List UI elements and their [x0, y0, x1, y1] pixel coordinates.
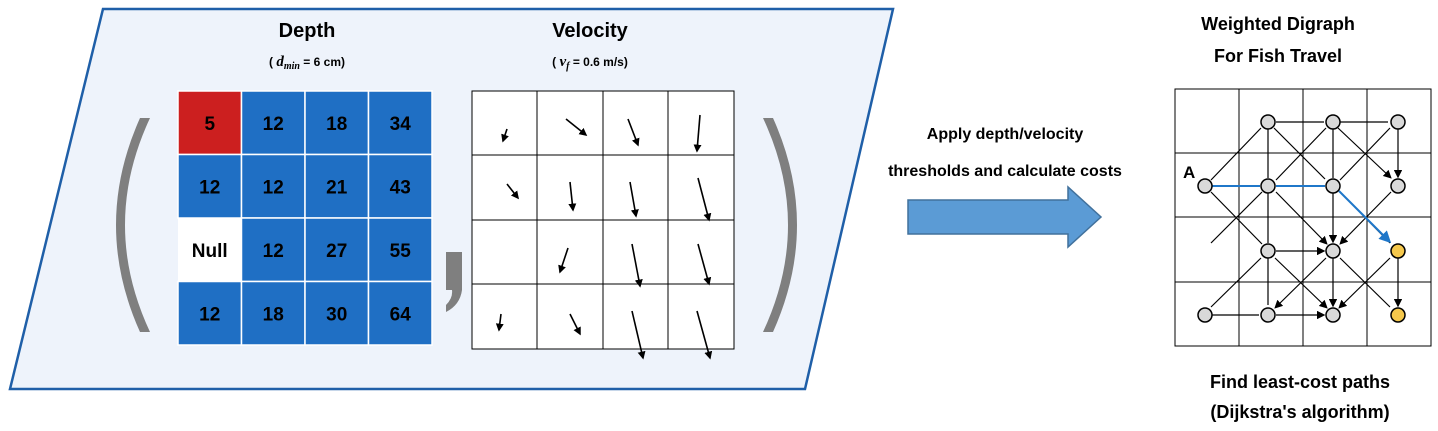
depth-cell-value: 18: [263, 304, 284, 325]
velocity-vector: [697, 177, 712, 222]
velocity-constraint-subscript: f: [566, 61, 571, 72]
velocity-title: Velocity: [552, 20, 628, 42]
velocity-vector: [569, 313, 581, 336]
graph-node: [1260, 114, 1276, 130]
depth-cell-value: Null: [192, 241, 228, 262]
velocity-constraint: ( vf = 0.6 m/s): [552, 54, 628, 72]
digraph-title-line1: Weighted Digraph: [1201, 14, 1355, 34]
digraph-edge: [1210, 191, 1263, 244]
depth-cell-value: 55: [390, 241, 412, 262]
depth-cell-value: 34: [390, 114, 412, 135]
graph-node: [1390, 178, 1406, 194]
transform-label-line1: Apply depth/velocity: [927, 126, 1084, 143]
velocity-constraint-symbol: v: [559, 54, 566, 70]
depth-cell-value: 12: [263, 177, 284, 198]
depth-cell: [240, 280, 306, 346]
digraph-grid: [1174, 88, 1432, 347]
depth-cell: [240, 217, 306, 283]
digraph-nodes: [1197, 114, 1406, 323]
graph-node: [1390, 114, 1406, 130]
digraph-edge: [1275, 127, 1327, 181]
depth-cell-value: 12: [199, 304, 220, 325]
depth-cell-value: 64: [390, 304, 412, 325]
depth-cell: [367, 153, 433, 219]
velocity-vector: [565, 118, 588, 136]
graph-node: [1325, 178, 1341, 194]
velocity-vector: [629, 181, 639, 218]
graph-node: [1325, 114, 1341, 130]
velocity-vector: [506, 183, 519, 200]
depth-cell: [240, 153, 306, 219]
graph-node: [1260, 307, 1276, 323]
transform-arrow: [907, 185, 1103, 249]
digraph-title-line2: For Fish Travel: [1214, 46, 1342, 66]
depth-cell: [304, 217, 370, 283]
depth-grid: 5 12 18 34 12 12 21 43 Null 12 27 55 12 18 30 64: [177, 90, 433, 346]
depth-cell: [304, 153, 370, 219]
graph-node: [1197, 307, 1213, 323]
depth-cell-value: 43: [390, 177, 411, 198]
right-parenthesis: [763, 118, 797, 332]
depth-constraint-subscript: min: [284, 61, 301, 72]
path-edge: [1338, 190, 1392, 244]
digraph-caption-line1: Find least-cost paths: [1210, 372, 1390, 392]
least-cost-path: [1212, 185, 1392, 244]
digraph-edge: [1274, 257, 1327, 309]
graph-node-target: [1390, 307, 1406, 323]
depth-cell-value: 5: [204, 114, 215, 135]
depth-cell-value: 12: [263, 114, 284, 135]
depth-constraint-symbol: d: [276, 54, 284, 70]
depth-cell-value: 18: [326, 114, 347, 135]
velocity-vector: [693, 114, 702, 153]
depth-cell-value: 12: [199, 177, 220, 198]
depth-cell: [367, 280, 433, 346]
graph-node: [1260, 243, 1276, 259]
depth-cell: [177, 280, 243, 346]
digraph-edge: [1337, 127, 1392, 179]
velocity-vector: [696, 310, 713, 360]
digraph-edge: [1210, 127, 1262, 181]
digraph-edge: [1338, 257, 1391, 309]
depth-cell: [367, 217, 433, 283]
velocity-constraint-value: = 0.6 m/s): [569, 55, 627, 69]
depth-cell-value: 12: [263, 241, 284, 262]
depth-title: Depth: [279, 20, 336, 42]
depth-cell-value: 30: [326, 304, 347, 325]
transform-label-line2: thresholds and calculate costs: [888, 163, 1122, 180]
left-parenthesis: [116, 118, 150, 332]
velocity-vector: [631, 310, 646, 360]
start-node-label: A: [1183, 163, 1195, 182]
velocity-vector: [495, 313, 504, 332]
graph-node: [1325, 243, 1341, 259]
velocity-vector: [627, 118, 640, 147]
velocity-grid: [471, 90, 735, 360]
graph-node: [1325, 307, 1341, 323]
velocity-vector: [501, 128, 509, 143]
depth-cell-value: 27: [326, 241, 347, 262]
depth-cell: [304, 280, 370, 346]
digraph-caption-line2: (Dijkstra's algorithm): [1210, 402, 1389, 422]
velocity-vector: [558, 247, 569, 274]
velocity-vector: [631, 243, 643, 288]
velocity-vector: [697, 243, 712, 286]
comma: [446, 252, 462, 312]
depth-cell: [178, 218, 242, 282]
graph-node-target: [1390, 243, 1406, 259]
depth-constraint-value: = 6 cm): [300, 55, 345, 69]
depth-cell-value: 21: [326, 177, 348, 198]
graph-node-start: [1197, 178, 1213, 194]
digraph-edge: [1273, 127, 1326, 180]
velocity-vector: [568, 181, 577, 212]
digraph-edge: [1275, 191, 1328, 245]
digraph-edge: [1210, 257, 1262, 308]
graph-node: [1260, 178, 1276, 194]
